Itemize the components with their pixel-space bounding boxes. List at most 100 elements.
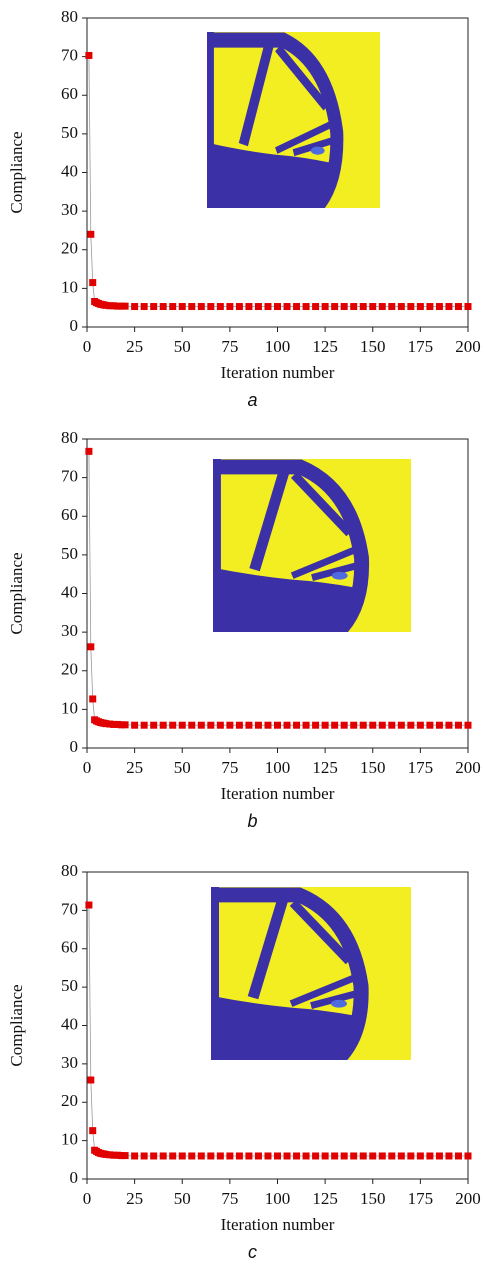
- data-point: [113, 1151, 121, 1159]
- data-point: [188, 303, 196, 311]
- data-point: [454, 1152, 462, 1160]
- data-point: [226, 721, 234, 729]
- data-point: [283, 721, 291, 729]
- data-point: [245, 1152, 253, 1160]
- data-point: [113, 720, 121, 728]
- caption: a: [247, 390, 257, 410]
- x-tick-label: 25: [126, 337, 143, 356]
- data-point: [169, 303, 177, 311]
- data-point: [110, 302, 118, 310]
- y-tick-label: 0: [70, 1168, 79, 1187]
- data-point: [416, 721, 424, 729]
- data-point: [89, 1127, 97, 1135]
- data-point: [388, 303, 396, 311]
- data-point: [216, 721, 224, 729]
- x-tick-label: 150: [360, 758, 386, 777]
- x-tick-label: 125: [312, 758, 338, 777]
- data-point: [106, 720, 114, 728]
- data-point: [464, 303, 472, 311]
- data-point: [121, 721, 129, 729]
- data-point: [312, 303, 320, 311]
- data-point: [89, 279, 97, 287]
- chart: 0 10 20 30 40 50 60 70 80 0 25 50 75 100 125 150 175 200 C…: [7, 7, 481, 410]
- data-point: [150, 303, 158, 311]
- data-point: [264, 721, 272, 729]
- chart: 0 10 20 30 40 50 60 70 80 0 25 50 75 100 125 150 175 200 C…: [7, 428, 481, 831]
- caption: c: [248, 1242, 257, 1262]
- y-tick-label: 10: [61, 1130, 78, 1149]
- data-point: [117, 1152, 125, 1160]
- topology-inset: [211, 887, 411, 1060]
- data-point: [140, 1152, 148, 1160]
- data-point: [117, 721, 125, 729]
- x-axis-label: Iteration number: [221, 784, 335, 803]
- data-point: [264, 1152, 272, 1160]
- y-tick-label: 70: [61, 899, 78, 918]
- data-point: [302, 721, 310, 729]
- data-point: [369, 303, 377, 311]
- data-point: [169, 1152, 177, 1160]
- data-point: [454, 721, 462, 729]
- y-axis-label: Compliance: [7, 131, 26, 213]
- data-point: [216, 303, 224, 311]
- data-point: [426, 1152, 434, 1160]
- data-point: [254, 1152, 262, 1160]
- data-point: [197, 1152, 205, 1160]
- x-tick-label: 175: [408, 337, 434, 356]
- x-tick-label: 100: [265, 337, 291, 356]
- y-tick-label: 60: [61, 84, 78, 103]
- data-point: [207, 721, 215, 729]
- data-point: [340, 1152, 348, 1160]
- data-point: [197, 721, 205, 729]
- data-point: [235, 721, 243, 729]
- x-tick-label: 50: [174, 758, 191, 777]
- y-tick-label: 70: [61, 46, 78, 65]
- data-point: [416, 303, 424, 311]
- x-tick-label: 0: [83, 758, 92, 777]
- data-point: [464, 721, 472, 729]
- data-point: [293, 1152, 301, 1160]
- y-tick-label: 20: [61, 1091, 78, 1110]
- data-point: [235, 1152, 243, 1160]
- data-point: [117, 302, 125, 310]
- data-point: [369, 1152, 377, 1160]
- y-tick-label: 0: [70, 737, 79, 756]
- data-point: [359, 1152, 367, 1160]
- y-tick-label: 40: [61, 582, 78, 601]
- data-point: [159, 1152, 167, 1160]
- x-tick-label: 175: [408, 758, 434, 777]
- data-point: [85, 447, 93, 455]
- data-point: [102, 1150, 110, 1158]
- data-point: [407, 303, 415, 311]
- data-point: [131, 721, 139, 729]
- data-point: [169, 721, 177, 729]
- data-point: [245, 721, 253, 729]
- data-point: [235, 303, 243, 311]
- y-tick-label: 0: [70, 316, 79, 335]
- x-tick-label: 25: [126, 1189, 143, 1208]
- chart: 0 10 20 30 40 50 60 70 80 0 25 50 75 100 125 150 175 200 C…: [7, 861, 481, 1262]
- x-axis-label: Iteration number: [221, 1215, 335, 1234]
- data-point: [178, 721, 186, 729]
- y-tick-label: 80: [61, 428, 78, 447]
- data-point: [87, 1076, 95, 1084]
- data-point: [340, 303, 348, 311]
- y-tick-label: 20: [61, 239, 78, 258]
- data-point: [140, 303, 148, 311]
- data-point: [378, 1152, 386, 1160]
- y-tick-label: 10: [61, 698, 78, 717]
- data-point: [110, 720, 118, 728]
- y-axis-label: Compliance: [7, 552, 26, 634]
- data-point: [426, 303, 434, 311]
- data-point: [359, 721, 367, 729]
- data-point: [207, 1152, 215, 1160]
- data-point: [159, 303, 167, 311]
- data-point: [369, 721, 377, 729]
- data-point: [331, 1152, 339, 1160]
- x-tick-label: 125: [312, 1189, 338, 1208]
- x-tick-label: 0: [83, 337, 92, 356]
- data-point: [274, 1152, 281, 1160]
- data-point: [435, 303, 443, 311]
- data-point: [85, 51, 93, 59]
- y-tick-label: 80: [61, 861, 78, 880]
